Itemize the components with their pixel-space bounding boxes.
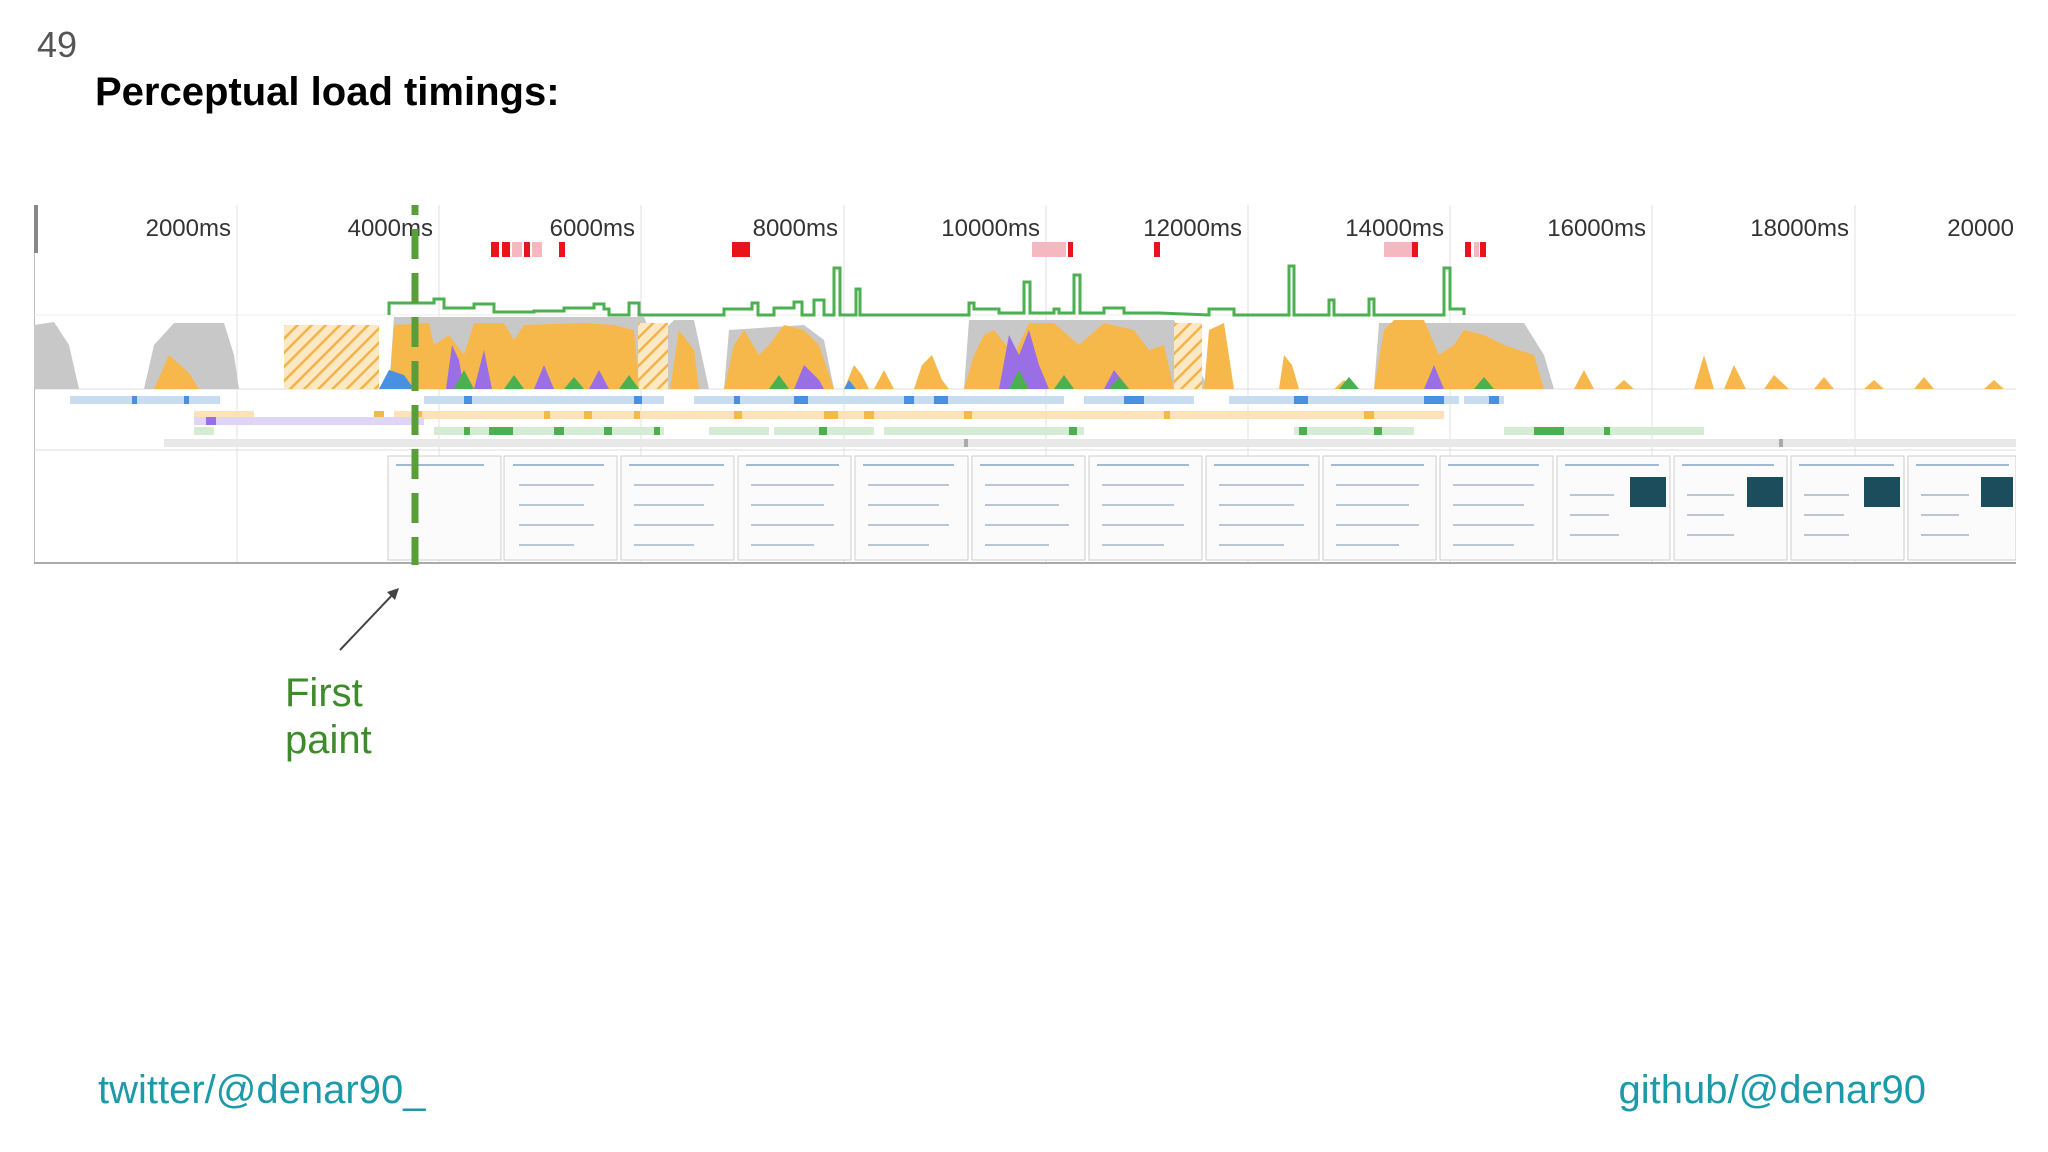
slide-number: 49: [37, 24, 78, 65]
tick-label: 6000ms: [550, 215, 635, 242]
screenshot-filmstrip[interactable]: [387, 455, 2016, 561]
tick-label: 18000ms: [1750, 215, 1849, 242]
github-handle[interactable]: github/@denar90: [1618, 1068, 1927, 1112]
network-tracks: [70, 396, 2016, 447]
tick-label: 4000ms: [348, 215, 433, 242]
time-axis: 2000ms 4000ms 6000ms 8000ms 10000ms 1200…: [146, 215, 2014, 242]
tick-label: 20000: [1947, 215, 2014, 242]
tick-label: 10000ms: [941, 215, 1040, 242]
fps-line: [387, 264, 1466, 317]
tick-label: 14000ms: [1345, 215, 1444, 242]
performance-timeline: 2000ms 4000ms 6000ms 8000ms 10000ms 1200…: [34, 205, 2016, 565]
first-paint-label-line2: paint: [285, 718, 372, 762]
twitter-handle[interactable]: twitter/@denar90_: [98, 1068, 426, 1112]
frame-markers: [491, 242, 1486, 257]
tick-label: 16000ms: [1547, 215, 1646, 242]
first-paint-label-line1: First: [285, 671, 363, 715]
tick-label: 2000ms: [146, 215, 231, 242]
tick-label: 12000ms: [1143, 215, 1242, 242]
arrow-icon: [339, 588, 399, 651]
first-paint-label: First paint: [285, 670, 372, 764]
cpu-activity-chart: [34, 317, 2004, 389]
tick-label: 8000ms: [753, 215, 838, 242]
slide-title: Perceptual load timings:: [95, 70, 560, 114]
